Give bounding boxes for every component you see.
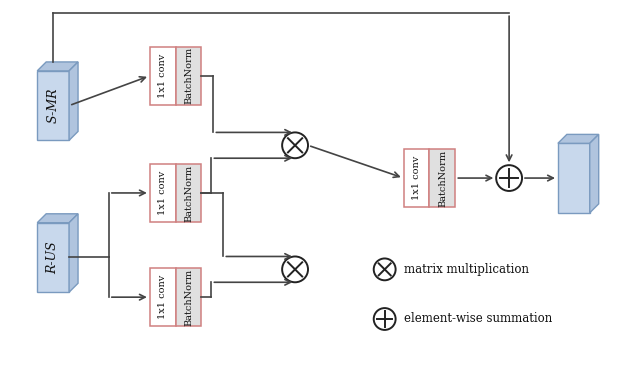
Text: 1x1 conv: 1x1 conv — [158, 275, 167, 319]
FancyBboxPatch shape — [175, 47, 202, 105]
Text: element-wise summation: element-wise summation — [404, 312, 552, 326]
FancyBboxPatch shape — [150, 268, 175, 326]
Text: BatchNorm: BatchNorm — [184, 47, 193, 105]
FancyBboxPatch shape — [175, 164, 202, 222]
Polygon shape — [558, 134, 599, 143]
FancyBboxPatch shape — [150, 164, 175, 222]
Text: BatchNorm: BatchNorm — [184, 269, 193, 326]
FancyBboxPatch shape — [150, 47, 175, 105]
Polygon shape — [37, 214, 78, 223]
Text: BatchNorm: BatchNorm — [438, 150, 447, 206]
Text: matrix multiplication: matrix multiplication — [404, 263, 529, 276]
FancyBboxPatch shape — [175, 268, 202, 326]
Text: S-MR: S-MR — [47, 88, 60, 124]
Text: 1x1 conv: 1x1 conv — [158, 54, 167, 98]
Polygon shape — [558, 143, 590, 213]
Polygon shape — [69, 62, 78, 140]
Polygon shape — [37, 223, 69, 292]
Polygon shape — [69, 214, 78, 292]
Polygon shape — [590, 134, 599, 213]
Text: 1x1 conv: 1x1 conv — [412, 156, 421, 200]
Polygon shape — [37, 62, 78, 71]
Text: R-US: R-US — [47, 241, 60, 274]
FancyBboxPatch shape — [429, 149, 455, 207]
Text: BatchNorm: BatchNorm — [184, 164, 193, 221]
Text: 1x1 conv: 1x1 conv — [158, 171, 167, 215]
FancyBboxPatch shape — [404, 149, 429, 207]
Polygon shape — [37, 71, 69, 140]
